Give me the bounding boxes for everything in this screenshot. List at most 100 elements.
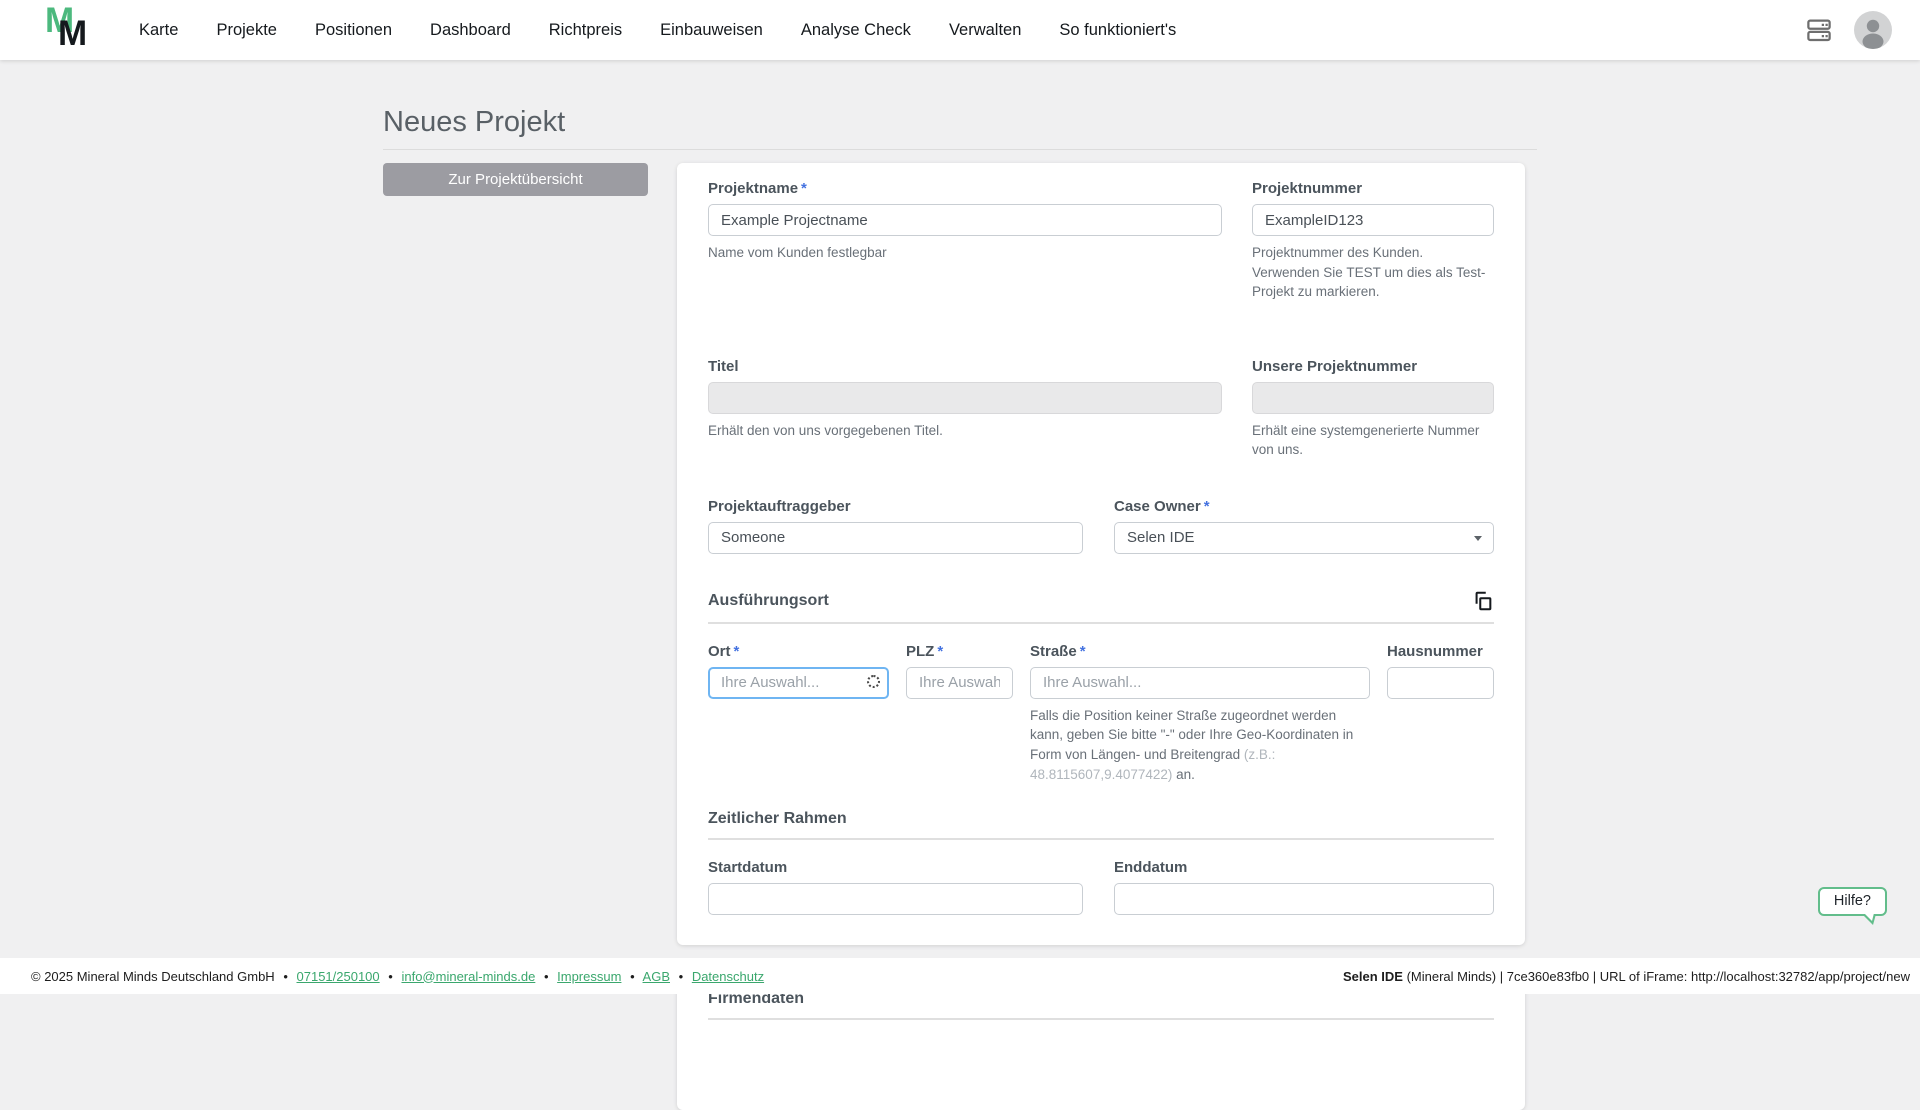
strasse-label-text: Straße: [1030, 643, 1077, 660]
strasse-helper-suffix: an.: [1172, 767, 1195, 782]
footer-link-email[interactable]: info@mineral-minds.de: [401, 969, 535, 984]
ort-label-text: Ort: [708, 643, 731, 660]
ausfuehrungsort-section-header: Ausführungsort: [708, 590, 1494, 612]
projektname-label: Projektname*: [708, 180, 1222, 197]
mineral-minds-logo[interactable]: M M: [45, 6, 97, 54]
strasse-helper: Falls die Position keiner Straße zugeord…: [1030, 706, 1370, 784]
required-asterisk: *: [1080, 643, 1086, 660]
enddatum-label: Enddatum: [1114, 859, 1494, 876]
nav-item-analyse-check[interactable]: Analyse Check: [801, 21, 911, 40]
case-owner-select[interactable]: Selen IDE: [1114, 522, 1494, 554]
nav-item-karte[interactable]: Karte: [139, 21, 178, 40]
strasse-label: Straße*: [1030, 643, 1370, 660]
hausnummer-input[interactable]: [1387, 667, 1494, 699]
help-button[interactable]: Hilfe?: [1818, 887, 1887, 916]
nav-item-richtpreis[interactable]: Richtpreis: [549, 21, 622, 40]
footer-separator: •: [630, 969, 635, 984]
unsere-projektnummer-label: Unsere Projektnummer: [1252, 358, 1494, 375]
footer-left: © 2025 Mineral Minds Deutschland GmbH • …: [31, 969, 764, 984]
left-column: Zur Projektübersicht: [383, 163, 677, 196]
footer-copyright: © 2025 Mineral Minds Deutschland GmbH: [31, 969, 275, 984]
projektname-input[interactable]: [708, 204, 1222, 236]
field-unsere-projektnummer: Unsere Projektnummer Erhält eine systemg…: [1252, 358, 1494, 460]
field-hausnummer: Hausnummer: [1387, 643, 1494, 699]
required-asterisk: *: [734, 643, 740, 660]
row-titel-unsere-projektnummer: Titel Erhält den von uns vorgegebenen Ti…: [708, 358, 1494, 460]
plz-label-text: PLZ: [906, 643, 934, 660]
row-projektname-projektnummer: Projektname* Name vom Kunden festlegbar …: [708, 180, 1494, 302]
logo-letter-black: M: [58, 16, 87, 51]
footer-status: Selen IDE (Mineral Minds) | 7ce360e83fb0…: [1343, 969, 1910, 984]
footer-separator: •: [388, 969, 393, 984]
startdatum-input[interactable]: [708, 883, 1083, 915]
footer: © 2025 Mineral Minds Deutschland GmbH • …: [0, 958, 1920, 994]
copy-address-icon[interactable]: [1472, 590, 1494, 612]
hausnummer-label: Hausnummer: [1387, 643, 1494, 660]
startdatum-label: Startdatum: [708, 859, 1083, 876]
footer-separator: •: [679, 969, 684, 984]
zeitlicher-rahmen-section-header: Zeitlicher Rahmen: [708, 810, 1494, 828]
projektauftraggeber-label: Projektauftraggeber: [708, 498, 1083, 515]
row-auftraggeber-caseowner: Projektauftraggeber Case Owner* Selen ID…: [708, 498, 1494, 554]
projektname-label-text: Projektname: [708, 180, 798, 197]
field-plz: PLZ*: [906, 643, 1013, 699]
field-strasse: Straße*: [1030, 643, 1370, 699]
case-owner-label-text: Case Owner: [1114, 498, 1201, 515]
strasse-input[interactable]: [1030, 667, 1370, 699]
field-projektnummer: Projektnummer Projektnummer des Kunden. …: [1252, 180, 1494, 302]
main-nav: Karte Projekte Positionen Dashboard Rich…: [139, 21, 1176, 40]
footer-link-impressum[interactable]: Impressum: [557, 969, 621, 984]
projektnummer-input[interactable]: [1252, 204, 1494, 236]
server-rack-icon[interactable]: [1804, 15, 1834, 45]
titel-label: Titel: [708, 358, 1222, 375]
unsere-projektnummer-input: [1252, 382, 1494, 414]
footer-link-agb[interactable]: AGB: [643, 969, 670, 984]
ausfuehrungsort-title: Ausführungsort: [708, 592, 829, 610]
projektname-helper: Name vom Kunden festlegbar: [708, 243, 1222, 263]
field-startdatum: Startdatum: [708, 859, 1083, 915]
field-projektname: Projektname* Name vom Kunden festlegbar: [708, 180, 1222, 302]
footer-status-user: Selen IDE: [1343, 969, 1403, 984]
plz-label: PLZ*: [906, 643, 1013, 660]
nav-item-dashboard[interactable]: Dashboard: [430, 21, 511, 40]
footer-status-detail: (Mineral Minds) | 7ce360e83fb0 | URL of …: [1403, 969, 1910, 984]
loading-spinner-icon: [867, 675, 880, 688]
field-titel: Titel Erhält den von uns vorgegebenen Ti…: [708, 358, 1222, 460]
account-avatar-icon[interactable]: [1854, 11, 1892, 49]
nav-item-projekte[interactable]: Projekte: [216, 21, 277, 40]
zur-projektuebersicht-button[interactable]: Zur Projektübersicht: [383, 163, 648, 196]
case-owner-label: Case Owner*: [1114, 498, 1494, 515]
projektnummer-label: Projektnummer: [1252, 180, 1494, 197]
field-case-owner: Case Owner* Selen IDE: [1114, 498, 1494, 554]
project-form-card: Projektname* Name vom Kunden festlegbar …: [677, 163, 1525, 945]
navbar-right: [1804, 11, 1892, 49]
row-dates: Startdatum Enddatum: [708, 859, 1494, 915]
nav-item-verwalten[interactable]: Verwalten: [949, 21, 1021, 40]
nav-item-einbauweisen[interactable]: Einbauweisen: [660, 21, 763, 40]
required-asterisk: *: [801, 180, 807, 197]
field-enddatum: Enddatum: [1114, 859, 1494, 915]
titel-input: [708, 382, 1222, 414]
footer-separator: •: [544, 969, 549, 984]
plz-input[interactable]: [906, 667, 1013, 699]
projektauftraggeber-input[interactable]: [708, 522, 1083, 554]
nav-item-positionen[interactable]: Positionen: [315, 21, 392, 40]
row-address: Ort* PLZ*: [708, 643, 1494, 784]
footer-link-datenschutz[interactable]: Datenschutz: [692, 969, 764, 984]
footer-separator: •: [283, 969, 288, 984]
required-asterisk: *: [1204, 498, 1210, 515]
section-divider: [708, 1018, 1494, 1020]
projektnummer-helper: Projektnummer des Kunden. Verwenden Sie …: [1252, 243, 1494, 302]
page-content: Neues Projekt Zur Projektübersicht Proje…: [0, 60, 1920, 1110]
ort-input[interactable]: [708, 667, 889, 699]
required-asterisk: *: [937, 643, 943, 660]
section-divider: [708, 622, 1494, 624]
footer-link-phone[interactable]: 07151/250100: [297, 969, 380, 984]
enddatum-input[interactable]: [1114, 883, 1494, 915]
ort-label: Ort*: [708, 643, 889, 660]
field-projektauftraggeber: Projektauftraggeber: [708, 498, 1083, 554]
unsere-projektnummer-helper: Erhält eine systemgenerierte Nummer von …: [1252, 421, 1494, 460]
chevron-down-icon: [1474, 536, 1482, 541]
nav-item-so-funktionierts[interactable]: So funktioniert's: [1059, 21, 1176, 40]
strasse-helper-main: Falls die Position keiner Straße zugeord…: [1030, 708, 1353, 762]
